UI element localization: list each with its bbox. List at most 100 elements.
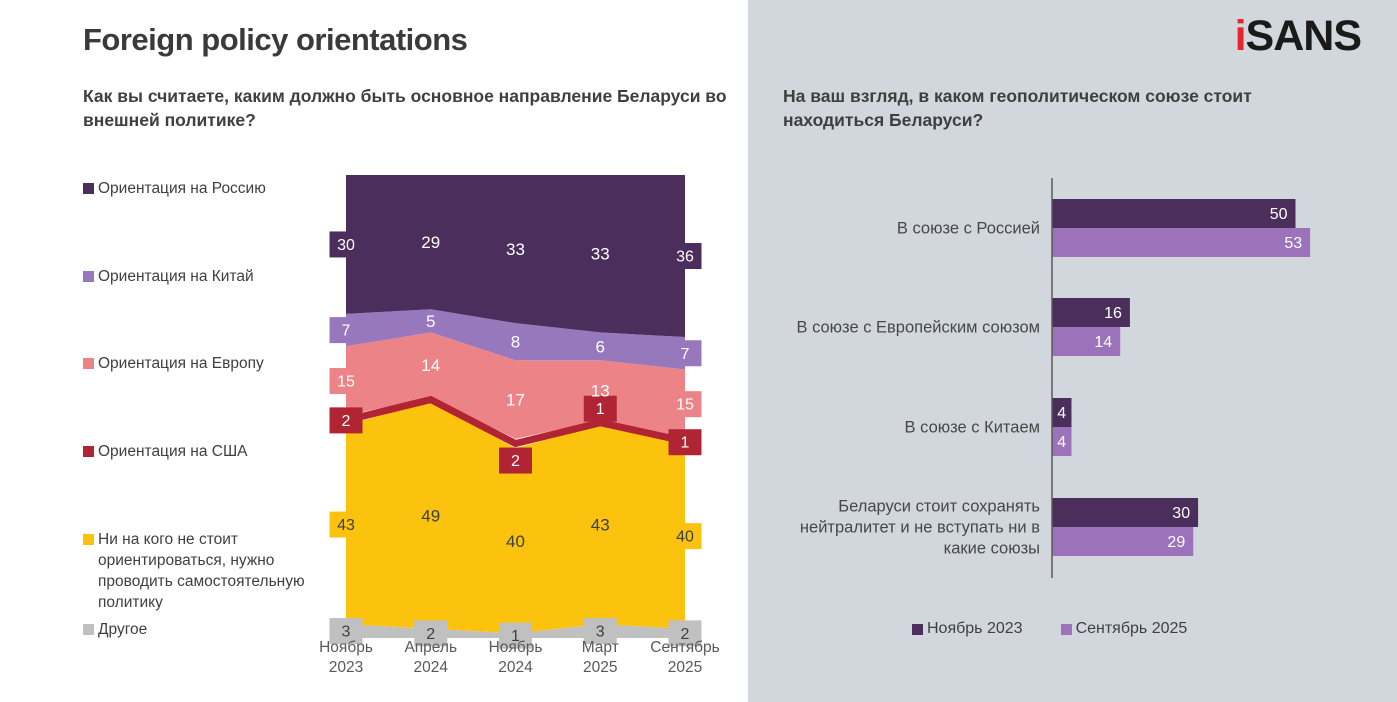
legend-item-usa: Ориентация на США (83, 441, 248, 462)
data-label-box (668, 620, 702, 647)
right-chart-question: На ваш взгляд, в каком геополитическом с… (783, 86, 1252, 130)
data-label: 7 (342, 323, 351, 340)
legend-label: Другое (98, 621, 148, 638)
bar-chart-legend: Ноябрь 2023 Сентябрь 2025 (912, 620, 1187, 638)
data-label: 43 (337, 517, 355, 534)
data-label: 8 (511, 333, 520, 352)
other-legend-swatch (83, 624, 94, 635)
data-label-box (499, 447, 532, 474)
x-axis-tick: Ноябрь 2023 (319, 639, 373, 676)
data-label: 3 (596, 624, 605, 641)
isans-logo: iSANS (1234, 12, 1362, 61)
data-label: 2 (426, 626, 435, 643)
russia-legend-swatch (83, 183, 94, 194)
data-label: 13 (591, 381, 610, 400)
data-label: 43 (591, 516, 610, 535)
data-label-box (329, 618, 363, 645)
legend-item-other: Другое (83, 619, 147, 640)
category-label: В союзе с Европейским союзом (796, 319, 1040, 337)
data-label: 49 (421, 506, 440, 525)
legend-item-china: Ориентация на Китай (83, 266, 254, 287)
legend-item-russia: Ориентация на Россию (83, 178, 266, 199)
x-axis-tick: Апрель 2024 (404, 639, 457, 676)
bar-value-label: 14 (1094, 334, 1112, 351)
data-label: 6 (596, 337, 605, 356)
data-label-box (414, 620, 448, 647)
data-label-box (499, 622, 532, 649)
data-label: 1 (681, 435, 690, 452)
x-axis-tick: Сентябрь 2025 (650, 639, 719, 676)
usa-legend-swatch (83, 446, 94, 457)
grouped-bar-chart: В союзе с Россией 50 53 В союзе с Европейск… (796, 178, 1311, 578)
data-label: 33 (506, 240, 525, 259)
data-label: 2 (511, 453, 520, 470)
data-label: 40 (506, 532, 525, 551)
data-label: 15 (676, 397, 694, 414)
data-label-box (329, 368, 363, 395)
data-label: 36 (676, 249, 694, 266)
logo-i: i (1234, 12, 1247, 60)
data-label: 40 (676, 529, 694, 546)
data-label: 1 (511, 628, 520, 645)
independent-legend-swatch (83, 534, 94, 545)
data-label-box (668, 391, 702, 418)
data-label-box (329, 511, 363, 538)
area-russia (346, 175, 685, 338)
data-label-box (668, 340, 702, 367)
bar (1052, 498, 1199, 527)
data-label-box (668, 523, 702, 550)
data-label-box (329, 407, 363, 434)
data-label-box (668, 243, 702, 270)
bar-value-label: 16 (1104, 305, 1122, 322)
legend-label: Ноябрь 2023 (927, 620, 1023, 637)
area-Ориентация н (346, 309, 685, 370)
china-legend-swatch (83, 271, 94, 282)
category-label: В союзе с Китаем (905, 419, 1040, 437)
legend-label: Ориентация на США (98, 443, 248, 460)
category-label: В союзе с Россией (897, 220, 1040, 238)
data-label: 15 (337, 374, 355, 391)
data-label-box (668, 429, 702, 456)
legend-item-europe: Ориентация на Европу (83, 353, 264, 374)
legend-item-nov-2023: Ноябрь 2023 (912, 620, 1023, 638)
legend-item-independent: Ни на кого не стоит ориентироваться, нуж… (83, 529, 344, 613)
data-label: 17 (506, 391, 525, 410)
logo-sans: SANS (1245, 12, 1362, 60)
sep-2025-legend-swatch (1060, 623, 1072, 635)
data-label-box (329, 231, 363, 258)
bar-value-label: 30 (1172, 505, 1190, 522)
x-axis-tick: Март 2025 (582, 639, 619, 676)
data-label: 29 (421, 233, 440, 252)
bar-value-label: 53 (1284, 235, 1302, 252)
bar (1052, 427, 1072, 456)
data-label: 2 (342, 413, 351, 430)
x-axis-tick: Ноябрь 2024 (489, 639, 543, 676)
data-label-box (583, 395, 617, 422)
legend-label: Ни на кого не стоит ориентироваться, нуж… (98, 531, 305, 611)
data-label: 7 (681, 346, 690, 363)
bar (1052, 199, 1296, 228)
left-chart-question: Как вы считаете, каким должно быть основ… (83, 86, 727, 130)
data-label: 30 (337, 237, 355, 254)
legend-label: Ориентация на Россию (98, 180, 266, 197)
data-label: 5 (426, 312, 435, 331)
data-label: 14 (421, 356, 440, 375)
legend-item-sep-2025: Сентябрь 2025 (1060, 620, 1188, 638)
page-title: Foreign policy orientations (83, 22, 468, 57)
europe-legend-swatch (83, 358, 94, 369)
data-label-box (329, 317, 363, 344)
legend-label: Ориентация на Китай (98, 268, 254, 285)
bar (1052, 228, 1311, 257)
legend-label: Сентябрь 2025 (1075, 620, 1188, 637)
bar (1052, 298, 1130, 327)
data-label: 2 (681, 626, 690, 643)
data-label-box (583, 618, 617, 645)
bar (1052, 327, 1121, 356)
bar-value-label: 4 (1057, 405, 1066, 422)
data-label: 3 (342, 624, 351, 641)
bar (1052, 398, 1072, 427)
nov-2023-legend-swatch (912, 623, 923, 635)
bar (1052, 527, 1194, 556)
bar-value-label: 50 (1270, 206, 1288, 223)
